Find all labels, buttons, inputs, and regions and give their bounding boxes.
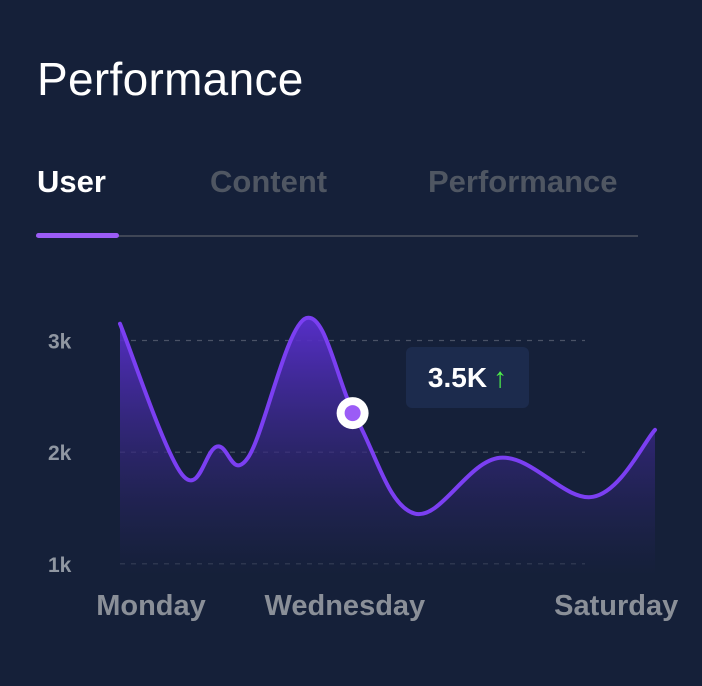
highlight-point-core bbox=[344, 405, 361, 422]
y-tick-label: 1k bbox=[48, 554, 72, 577]
tab-active-indicator bbox=[36, 233, 119, 238]
tab-bar: User Content Performance bbox=[0, 160, 702, 240]
value-tooltip: 3.5K ↑ bbox=[406, 347, 529, 408]
series-line bbox=[118, 315, 657, 517]
y-tick-label: 2k bbox=[48, 442, 72, 465]
tooltip-value: 3.5K bbox=[427, 361, 488, 393]
x-axis-label: Monday bbox=[96, 590, 206, 622]
tab-track bbox=[36, 235, 638, 237]
x-axis-label: Saturday bbox=[554, 590, 678, 622]
y-axis-ticks: 1k 2k 3k bbox=[48, 331, 72, 577]
tab-user[interactable]: User bbox=[37, 164, 106, 199]
arrow-up-icon: ↑ bbox=[493, 361, 508, 393]
tab-performance[interactable]: Performance bbox=[428, 164, 618, 199]
page-title: Performance bbox=[37, 53, 304, 105]
x-axis-label: Wednesday bbox=[265, 590, 426, 622]
tab-content[interactable]: Content bbox=[210, 164, 328, 199]
highlight-point-group bbox=[336, 397, 369, 430]
series-area bbox=[120, 317, 655, 575]
x-axis-labels: Monday Wednesday Saturday bbox=[96, 590, 678, 622]
y-tick-label: 3k bbox=[48, 331, 72, 354]
